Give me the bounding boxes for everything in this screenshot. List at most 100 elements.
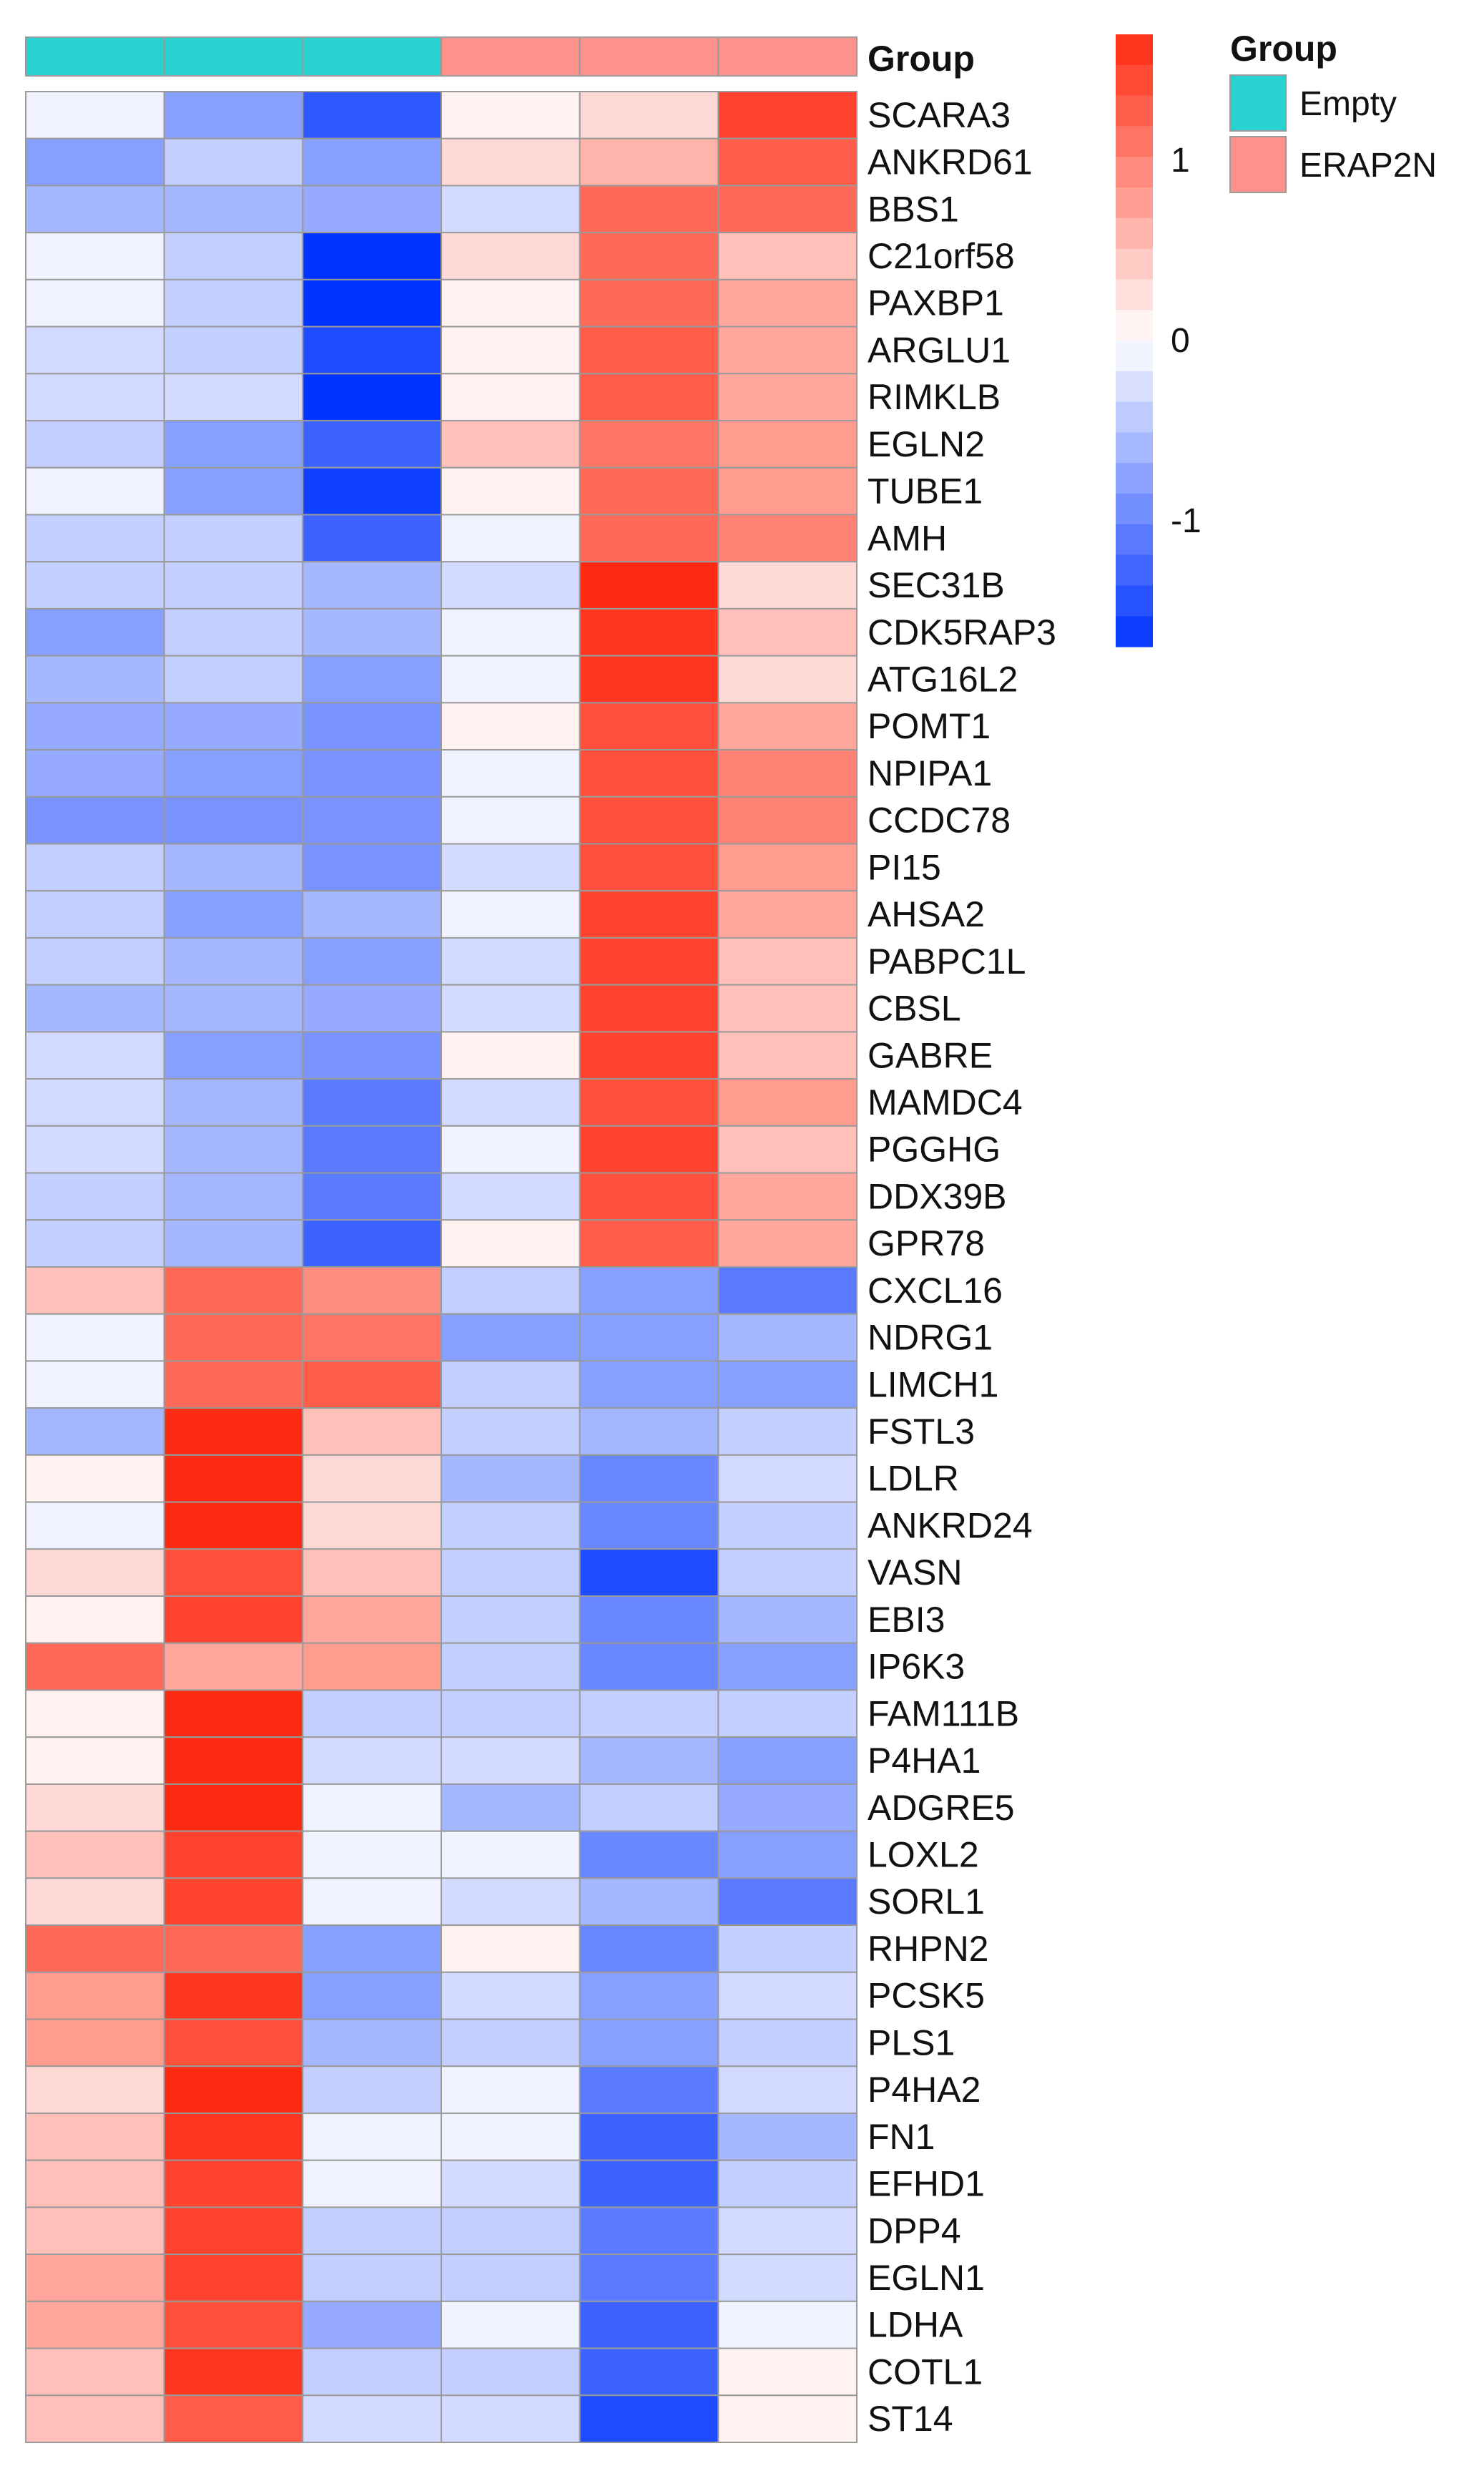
heatmap-cell [163,1971,304,2020]
row-label: FAM111B [868,1693,1019,1733]
heatmap-cell [302,1266,443,1315]
heatmap-cell [579,514,719,563]
color-key-step [1116,157,1153,188]
heatmap-cell [25,1830,165,1879]
heatmap-cell [25,984,165,1033]
heatmap-cell [302,2159,443,2208]
heatmap-cell [441,373,581,422]
row-label: COTL1 [868,2352,983,2392]
color-key-step [1116,554,1153,586]
heatmap-cell [717,2394,858,2444]
heatmap-cell [441,1736,581,1785]
heatmap-cell [579,1924,719,1973]
heatmap-cell [579,1454,719,1503]
row-label: VASN [868,1552,962,1592]
row-label: IP6K3 [868,1647,965,1687]
row-label: CXCL16 [868,1271,1003,1311]
heatmap-cell [302,1454,443,1503]
heatmap-cell [441,1078,581,1127]
annotation-bar-title: Group [868,39,975,79]
heatmap-cell [579,2300,719,2349]
heatmap-cell [25,1548,165,1597]
row-label: EBI3 [868,1600,945,1640]
heatmap-cell [441,91,581,140]
heatmap-cell [25,1501,165,1550]
heatmap-cell [441,796,581,845]
row-label: ANKRD61 [868,142,1033,182]
heatmap-cell [441,1031,581,1080]
heatmap-cell [717,2112,858,2161]
heatmap-cell [25,1266,165,1315]
heatmap-cell [717,420,858,469]
heatmap-cell [717,1830,858,1879]
heatmap-cell [717,2300,858,2349]
heatmap-cell [441,2206,581,2256]
heatmap-cell [163,2347,304,2397]
heatmap-cell [579,137,719,187]
heatmap-cell [25,373,165,422]
heatmap-cell [302,890,443,939]
heatmap-cell [579,2254,719,2302]
heatmap-cell [579,1031,719,1080]
heatmap-cell [441,1689,581,1738]
heatmap-cell [717,1454,858,1503]
color-key-step [1116,95,1153,127]
heatmap-cell [25,466,165,516]
heatmap-cell [163,1689,304,1738]
row-label: LDLR [868,1459,959,1499]
heatmap-cell [25,561,165,610]
heatmap-cell [302,1125,443,1174]
heatmap-cell [163,466,304,516]
heatmap-cell [163,1924,304,1973]
heatmap-cell [579,1783,719,1832]
heatmap-cell [163,1360,304,1409]
heatmap-cell [302,1783,443,1832]
heatmap-cell [717,1031,858,1080]
heatmap-cell [717,1689,858,1738]
heatmap-cell [163,420,304,469]
heatmap-cell [163,514,304,563]
heatmap-cell [302,514,443,563]
heatmap-cell [579,1736,719,1785]
row-label: GPR78 [868,1223,985,1263]
heatmap-cell [302,185,443,234]
heatmap-cell [579,1548,719,1597]
heatmap-cell [441,655,581,704]
heatmap-cell [302,655,443,704]
heatmap-cell [579,420,719,469]
heatmap-cell [441,702,581,751]
heatmap-cell [25,1971,165,2020]
heatmap-cell [579,2347,719,2397]
heatmap-cell [717,137,858,187]
heatmap-cell [302,1548,443,1597]
group-legend-title: Group [1230,29,1337,69]
heatmap-cell [302,702,443,751]
heatmap-cell [717,1501,858,1550]
row-label: LDHA [868,2305,963,2345]
heatmap-cell [717,1313,858,1362]
heatmap-cell [25,1924,165,1973]
heatmap-cell [25,2206,165,2256]
heatmap-cell [441,2065,581,2114]
heatmap-cell [441,2254,581,2302]
heatmap-cell [441,2112,581,2161]
heatmap-cell [441,2018,581,2068]
heatmap-cell [579,1407,719,1456]
heatmap-cell [302,1924,443,1973]
heatmap-cell [302,2254,443,2302]
heatmap-cell [579,1501,719,1550]
heatmap-cell [302,1219,443,1268]
row-label: SEC31B [868,565,1005,605]
heatmap-cell [441,749,581,798]
row-label: AMH [868,518,947,558]
row-label: FSTL3 [868,1411,975,1452]
heatmap-cells [25,91,858,2444]
heatmap-cell [163,1125,304,1174]
heatmap-cell [441,1971,581,2020]
heatmap-cell [163,936,304,986]
heatmap-cell [25,749,165,798]
annotation-cell-3 [302,36,443,77]
row-label: CDK5RAP3 [868,612,1056,652]
heatmap-cell [579,1595,719,1644]
